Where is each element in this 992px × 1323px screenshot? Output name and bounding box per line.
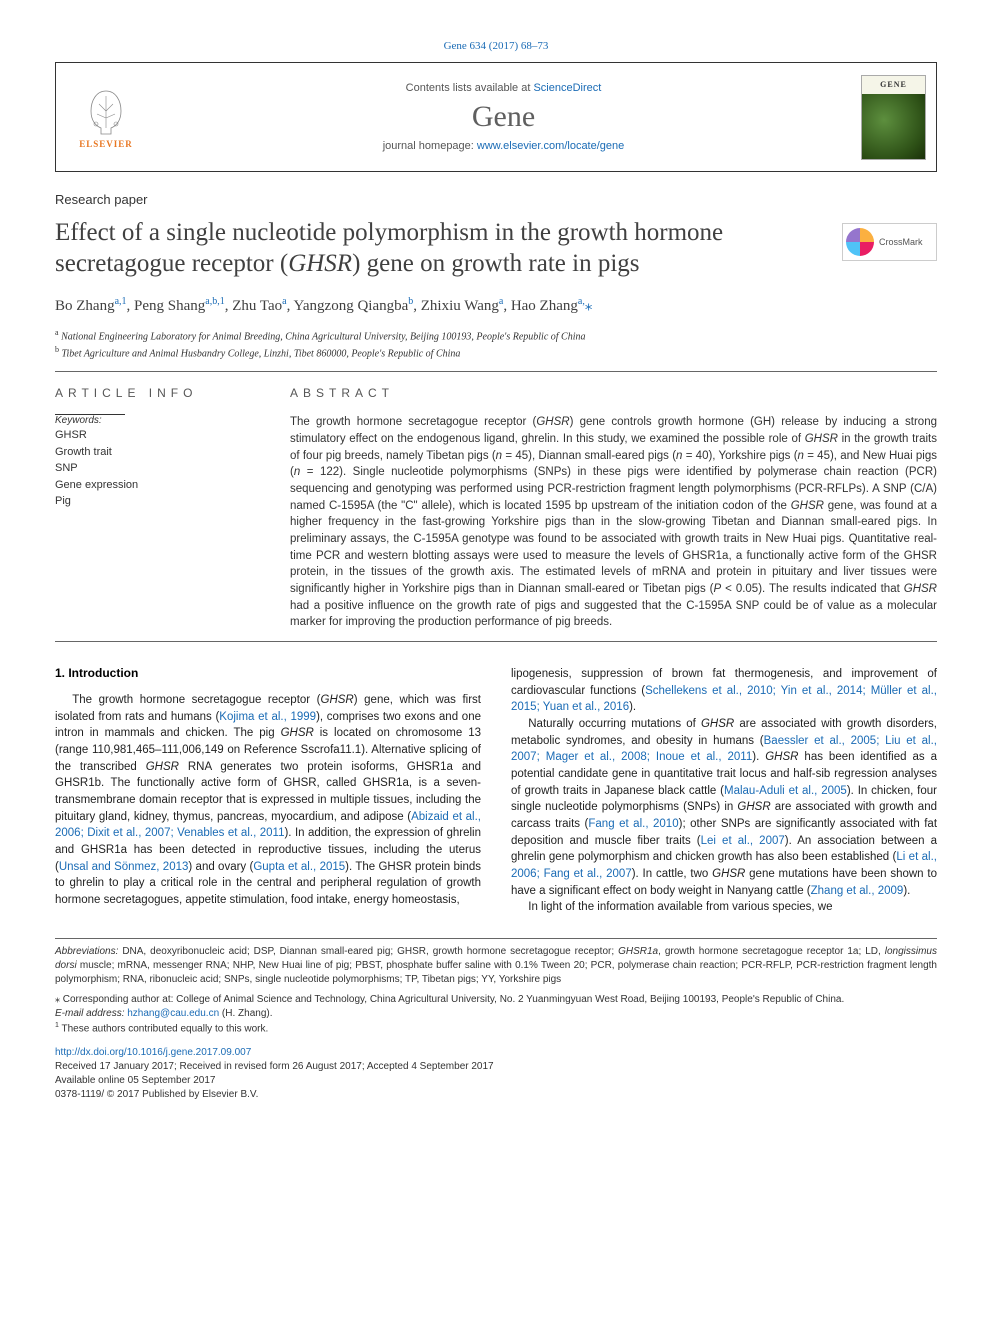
keyword: Growth trait [55, 444, 255, 461]
publisher-name: ELSEVIER [79, 139, 133, 149]
author-list: Bo Zhanga,1, Peng Shanga,b,1, Zhu Taoa, … [55, 296, 937, 315]
elsevier-logo: ELSEVIER [71, 82, 141, 152]
article-body: 1. Introduction The growth hormone secre… [55, 666, 937, 916]
title-gene-name: GHSR [288, 250, 352, 277]
journal-header: ELSEVIER Contents lists available at Sci… [55, 62, 937, 172]
separator-rule-2 [55, 641, 937, 642]
abstract-heading: ABSTRACT [290, 386, 937, 400]
keyword: GHSR [55, 427, 255, 444]
keywords-label: Keywords: [55, 415, 255, 426]
equal-contribution-note: 1 These authors contributed equally to t… [55, 1021, 937, 1036]
publication-metadata: http://dx.doi.org/10.1016/j.gene.2017.09… [55, 1046, 937, 1102]
abstract-text: The growth hormone secretagogue receptor… [290, 414, 937, 631]
affiliation-b: b Tibet Agriculture and Animal Husbandry… [55, 344, 937, 361]
crossmark-label: CrossMark [879, 237, 923, 247]
journal-cover-cell: GENE [851, 63, 936, 171]
journal-cover-title: GENE [862, 76, 925, 94]
intro-paragraph-1: The growth hormone secretagogue receptor… [55, 692, 481, 909]
journal-name: Gene [472, 100, 535, 134]
corresponding-author: ⁎ Corresponding author at: College of An… [55, 993, 937, 1007]
journal-citation: Gene 634 (2017) 68–73 [55, 40, 937, 52]
intro-paragraph-2: lipogenesis, suppression of brown fat th… [511, 666, 937, 716]
footnotes: ⁎ Corresponding author at: College of An… [55, 993, 937, 1036]
abbreviations: Abbreviations: DNA, deoxyribonucleic aci… [55, 945, 937, 987]
copyright: 0378-1119/ © 2017 Published by Elsevier … [55, 1088, 937, 1102]
contents-list-line: Contents lists available at ScienceDirec… [406, 82, 602, 94]
crossmark-icon [846, 228, 874, 256]
separator-rule [55, 371, 937, 372]
keywords-list: GHSR Growth trait SNP Gene expression Pi… [55, 427, 255, 510]
journal-cover-thumbnail: GENE [861, 75, 926, 160]
doi-link[interactable]: http://dx.doi.org/10.1016/j.gene.2017.09… [55, 1047, 251, 1058]
intro-paragraph-3: Naturally occurring mutations of GHSR ar… [511, 716, 937, 899]
available-online: Available online 05 September 2017 [55, 1074, 937, 1088]
article-info-heading: ARTICLE INFO [55, 386, 255, 400]
elsevier-tree-icon [81, 86, 131, 136]
keyword: Pig [55, 493, 255, 510]
title-part2: ) gene on growth rate in pigs [352, 250, 639, 277]
journal-header-center: Contents lists available at ScienceDirec… [156, 63, 851, 171]
homepage-prefix: journal homepage: [383, 140, 477, 152]
keyword: Gene expression [55, 477, 255, 494]
affiliation-a: a National Engineering Laboratory for An… [55, 327, 937, 344]
article-info-column: ARTICLE INFO Keywords: GHSR Growth trait… [55, 386, 255, 631]
journal-cover-image [862, 94, 925, 159]
crossmark-badge[interactable]: CrossMark [842, 223, 937, 261]
article-history: Received 17 January 2017; Received in re… [55, 1060, 937, 1074]
article-type: Research paper [55, 192, 937, 207]
section-heading-intro: 1. Introduction [55, 666, 481, 680]
journal-homepage-line: journal homepage: www.elsevier.com/locat… [383, 140, 625, 152]
journal-homepage-link[interactable]: www.elsevier.com/locate/gene [477, 140, 624, 152]
contents-prefix: Contents lists available at [406, 82, 534, 94]
footer-rule [55, 938, 937, 939]
email-label: E-mail address: [55, 1008, 124, 1019]
sciencedirect-link[interactable]: ScienceDirect [533, 82, 601, 94]
article-title: Effect of a single nucleotide polymorphi… [55, 217, 822, 280]
affiliations: a National Engineering Laboratory for An… [55, 327, 937, 362]
abstract-column: ABSTRACT The growth hormone secretagogue… [290, 386, 937, 631]
email-line: E-mail address: hzhang@cau.edu.cn (H. Zh… [55, 1007, 937, 1021]
publisher-logo-cell: ELSEVIER [56, 63, 156, 171]
keyword: SNP [55, 460, 255, 477]
email-author: (H. Zhang). [222, 1008, 273, 1019]
intro-paragraph-4: In light of the information available fr… [511, 899, 937, 916]
corresponding-email-link[interactable]: hzhang@cau.edu.cn [127, 1008, 219, 1019]
